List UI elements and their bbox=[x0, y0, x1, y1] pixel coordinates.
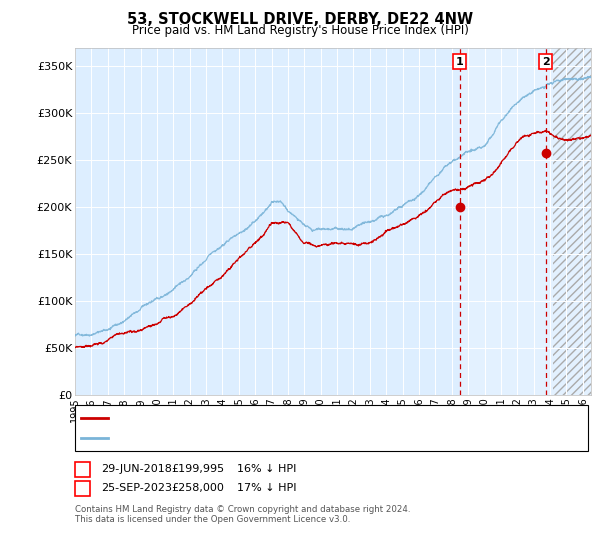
Text: 16% ↓ HPI: 16% ↓ HPI bbox=[237, 464, 296, 474]
Text: 29-JUN-2018: 29-JUN-2018 bbox=[101, 464, 172, 474]
Text: £199,995: £199,995 bbox=[171, 464, 224, 474]
Text: 1: 1 bbox=[79, 463, 86, 476]
Text: Contains HM Land Registry data © Crown copyright and database right 2024.: Contains HM Land Registry data © Crown c… bbox=[75, 505, 410, 514]
Text: 2: 2 bbox=[79, 482, 86, 495]
Text: HPI: Average price, detached house, City of Derby: HPI: Average price, detached house, City… bbox=[112, 433, 374, 443]
Text: £258,000: £258,000 bbox=[171, 483, 224, 493]
Text: 25-SEP-2023: 25-SEP-2023 bbox=[101, 483, 172, 493]
Text: This data is licensed under the Open Government Licence v3.0.: This data is licensed under the Open Gov… bbox=[75, 515, 350, 524]
Bar bbox=[460, 48, 591, 395]
Text: 53, STOCKWELL DRIVE, DERBY, DE22 4NW: 53, STOCKWELL DRIVE, DERBY, DE22 4NW bbox=[127, 12, 473, 27]
Text: 2: 2 bbox=[542, 57, 550, 67]
Text: 1: 1 bbox=[456, 57, 464, 67]
Text: Price paid vs. HM Land Registry's House Price Index (HPI): Price paid vs. HM Land Registry's House … bbox=[131, 24, 469, 36]
Bar bbox=[553, 48, 591, 395]
Bar bbox=[553, 48, 591, 395]
Text: 17% ↓ HPI: 17% ↓ HPI bbox=[237, 483, 296, 493]
Text: 53, STOCKWELL DRIVE, DERBY, DE22 4NW (detached house): 53, STOCKWELL DRIVE, DERBY, DE22 4NW (de… bbox=[112, 413, 428, 423]
